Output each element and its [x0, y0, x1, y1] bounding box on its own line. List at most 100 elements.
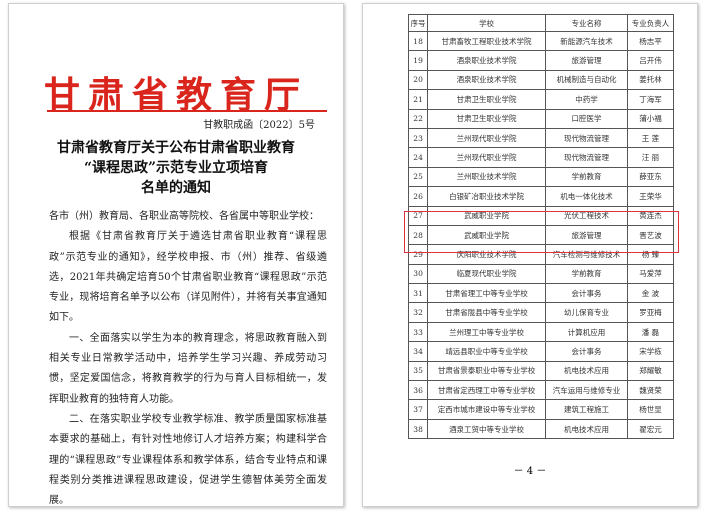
- table-cell: 潘 磊: [626, 321, 675, 343]
- body-text: 各市（州）教育局、各职业高等院校、各省属中等职业学校： 根据《甘肃省教育厅关于遴…: [49, 207, 327, 511]
- table-cell: 甘肃畜牧工程职业技术学院: [427, 30, 546, 52]
- table-row: 35 甘肃省景泰职业中等专业学校 机电技术应用 郑耀敏: [407, 360, 675, 382]
- table-cell: 黄连杰: [626, 205, 675, 226]
- table-cell: 蒲小福: [626, 108, 675, 129]
- table-cell: 机电技术应用: [544, 360, 628, 382]
- column-header: 专业负责人: [626, 14, 675, 32]
- table-cell: 28: [407, 224, 429, 246]
- table-cell: 32: [407, 302, 429, 323]
- table-cell: 中药学: [544, 89, 628, 110]
- table-cell: 25: [407, 166, 429, 188]
- table-cell: 现代物流管理: [544, 127, 628, 149]
- table-row: 38 酒泉工贸中等专业学校 机电技术应用 翟宏元: [407, 418, 675, 440]
- table-cell: 甘肃卫生职业学院: [427, 108, 546, 129]
- table-row: 23 兰州现代职业学院 现代物流管理王 莲: [407, 127, 675, 149]
- table-cell: 翟宏元: [626, 418, 675, 440]
- table-cell: 会计事务: [544, 341, 628, 362]
- table-cell: 魏贤荣: [626, 380, 675, 401]
- left-page: 甘肃省教育厅 甘教职成函〔2022〕5号 甘肃省教育厅关于公布甘肃省职业教育 “课…: [8, 3, 344, 507]
- table-row: 30 临夏现代职业学院 学前教育 马爱萍: [407, 263, 675, 285]
- table-cell: 吕开伟: [626, 50, 675, 71]
- table-cell: 靖远县职业中等专业学校: [427, 341, 546, 362]
- red-rule: [47, 110, 327, 112]
- table-cell: 马爱萍: [626, 263, 675, 285]
- table-row: 26 白银矿冶职业技术学院 机电一体化技术 王荣华: [407, 186, 675, 207]
- table-row: 27 武威职业学院 光伏工程技术 黄连杰: [407, 205, 675, 226]
- table-cell: 学前教育: [544, 263, 628, 285]
- table-cell: 定西市城市建设中等专业学校: [427, 399, 546, 420]
- table-cell: 酒泉职业技术学院: [427, 50, 546, 71]
- table-cell: 酒泉工贸中等专业学校: [427, 418, 546, 440]
- table-row: 31 甘肃省理工中等专业学校 会计事务金 波: [407, 283, 675, 304]
- table-row: 25 兰州职业技术学院 学前教育 薛亚东: [407, 166, 675, 188]
- table-cell: 酒泉职业技术学院: [427, 69, 546, 91]
- table-cell: 甘肃省理工中等专业学校: [427, 283, 546, 304]
- table-cell: 兰州理工中等专业学校: [427, 321, 546, 343]
- column-header: 学校: [427, 14, 546, 32]
- highlight-box: [404, 211, 679, 253]
- table-cell: 38: [407, 418, 429, 440]
- table-row: 37 定西市城市建设中等专业学校 建筑工程施工 杨世显: [407, 399, 675, 420]
- table-cell: 口腔医学: [544, 108, 628, 129]
- letterhead: 甘肃省教育厅: [43, 74, 308, 116]
- column-header: 专业名称: [544, 14, 628, 32]
- table-row: 32 甘肃省陇县中等专业学校 幼儿保育专业 罗亚梅: [407, 302, 675, 323]
- table-cell: 会计事务: [544, 283, 628, 304]
- salutation: 各市（州）教育局、各职业高等院校、各省属中等职业学校：: [49, 211, 319, 222]
- table: 序号 学校 专业名称 专业负责人 18 甘肃畜牧工程职业技术学院 新能源汽车技术 杨志平 19 酒…: [407, 14, 675, 440]
- table-cell: 甘肃省景泰职业中等专业学校: [427, 360, 546, 382]
- table-cell: 36: [407, 380, 429, 401]
- paragraph: 根据《甘肃省教育厅关于遴选甘肃省职业教育“课程思政”示范专业的通知》，经学校申报…: [49, 231, 327, 324]
- table-row: 22 甘肃卫生职业学院 口腔医学 蒲小福: [407, 108, 675, 129]
- table-cell: 临夏现代职业学院: [427, 263, 546, 285]
- table-cell: 旅游管理: [544, 224, 628, 246]
- table-cell: 机械制造与自动化: [544, 69, 628, 91]
- table-cell: 27: [407, 205, 429, 226]
- table-row: 29 庆阳职业技术学院 汽车检测与维修技术杨 臻: [407, 244, 675, 265]
- table-row: 20 酒泉职业技术学院 机械制造与自动化 姜托林: [407, 69, 675, 91]
- table-cell: 甘肃卫生职业学院: [427, 89, 546, 110]
- table-row: 34 靖远县职业中等专业学校 会计事务 宋学栋: [407, 341, 675, 362]
- table-cell: 21: [407, 89, 429, 110]
- table-cell: 26: [407, 186, 429, 207]
- title: 甘肃省教育厅关于公布甘肃省职业教育 “课程思政”示范专业立项培育 名单的通知: [9, 138, 343, 198]
- doc-number: 甘教职成函〔2022〕5号: [203, 120, 315, 131]
- table-cell: 23: [407, 127, 429, 149]
- table-cell: 兰州现代职业学院: [427, 147, 546, 168]
- table-cell: 旅游管理: [544, 50, 628, 71]
- title-line: 名单的通知: [141, 180, 211, 196]
- table-row: 18 甘肃畜牧工程职业技术学院 新能源汽车技术 杨志平: [407, 30, 675, 52]
- table-row: 33 兰州理工中等专业学校 计算机应用潘 磊: [407, 321, 675, 343]
- table-cell: 薛亚东: [626, 166, 675, 188]
- table-cell: 19: [407, 50, 429, 71]
- paragraph: 一、全面落实以学生为本的教育理念，将思政教育融入到相关专业日常教学活动中，培养学…: [49, 332, 327, 405]
- table-cell: 22: [407, 108, 429, 129]
- table-cell: 武威职业学院: [427, 224, 546, 246]
- table-cell: 罗亚梅: [626, 302, 675, 323]
- table-cell: 王 莲: [626, 127, 675, 149]
- table-cell: 33: [407, 321, 429, 343]
- paragraph: 二、在落实职业学校专业教学标准、教学质量国家标准基本要求的基础上，有针对性地修订…: [49, 413, 327, 507]
- table-cell: 20: [407, 69, 429, 91]
- table-cell: 兰州现代职业学院: [427, 127, 546, 149]
- table-cell: 机电技术应用: [544, 418, 628, 440]
- table-cell: 汪 丽: [626, 147, 675, 168]
- table-cell: 汽车运用与维修专业: [544, 380, 628, 401]
- table-row: 24 兰州现代职业学院 现代物流管理汪 丽: [407, 147, 675, 168]
- table-cell: 金 波: [626, 283, 675, 304]
- title-line: 甘肃省教育厅关于公布甘肃省职业教育: [57, 140, 295, 156]
- table-cell: 兰州职业技术学院: [427, 166, 546, 188]
- table-cell: 新能源汽车技术: [544, 30, 628, 52]
- table-cell: 34: [407, 341, 429, 362]
- table-cell: 甘肃省定西理工中等专业学校: [427, 380, 546, 401]
- table-cell: 宋学栋: [626, 341, 675, 362]
- table-cell: 姜托林: [626, 69, 675, 91]
- table-cell: 37: [407, 399, 429, 420]
- column-header: 序号: [407, 14, 429, 32]
- table-cell: 35: [407, 360, 429, 382]
- table-cell: 武威职业学院: [427, 205, 546, 226]
- table-cell: 王荣华: [626, 186, 675, 207]
- table-cell: 31: [407, 283, 429, 304]
- table-cell: 30: [407, 263, 429, 285]
